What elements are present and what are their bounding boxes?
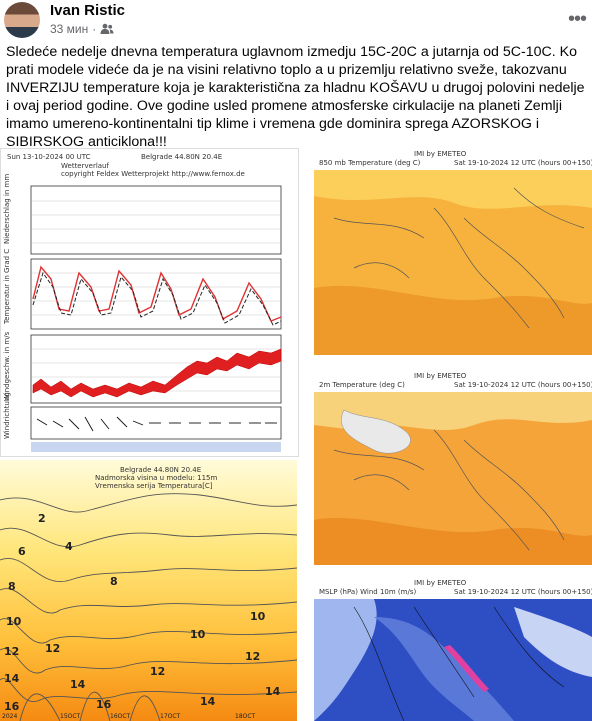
map-mslp-wind[interactable]: IMI by EMETEO MSLP (hPa) Wind 10m (m/s) …: [314, 577, 592, 721]
cross-section-field: [0, 460, 297, 721]
x-tick-label: 17OCT: [160, 713, 181, 720]
cross-section-title3: Vremenska serija Temperatura[C]: [95, 482, 213, 490]
contour-label: 12: [4, 645, 19, 658]
temp-line-red: [32, 265, 282, 322]
cross-section-title1: Belgrade 44.80N 20.4E: [120, 466, 201, 474]
contour-label: 4: [65, 540, 73, 553]
direction-axis-label: Windrichtung: [3, 392, 11, 439]
post-header: Ivan Ristic 33 мин · •••: [0, 0, 592, 40]
contour-label: 16: [96, 698, 112, 711]
author-name[interactable]: Ivan Ristic: [50, 2, 126, 19]
map1-valid: Sat 19-10-2024 12 UTC (hours 00+150): [454, 159, 592, 167]
post-meta: 33 мин ·: [50, 22, 114, 36]
temp-axis-label: Temperatur in Grad C: [3, 249, 11, 325]
x-tick-label: 16OCT: [110, 713, 131, 720]
meteogram-footer-strip: [31, 442, 281, 452]
map-850mb-temperature[interactable]: IMI by EMETEO 850 mb Temperature (deg C)…: [314, 148, 592, 355]
map2-valid: Sat 19-10-2024 12 UTC (hours 00+150): [454, 381, 592, 389]
contour-label: 14: [4, 672, 20, 685]
contour-label: 14: [265, 685, 281, 698]
meteogram-header-left: Sun 13-10-2024 00 UTC: [7, 153, 91, 161]
cross-section-title2: Nadmorska visina u modelu: 115m: [95, 474, 218, 482]
contour-label: 2: [38, 512, 46, 525]
x-tick-label: 15OCT: [60, 713, 81, 720]
meteogram-image[interactable]: Sun 13-10-2024 00 UTC Belgrade 44.80N 20…: [0, 148, 299, 457]
contour-label: 6: [18, 545, 26, 558]
contour-label: 14: [200, 695, 216, 708]
meteogram-header-right: Belgrade 44.80N 20.4E: [141, 153, 222, 161]
wind-band: [32, 348, 282, 398]
friends-icon: [100, 23, 114, 34]
cross-section-chart: Belgrade 44.80N 20.4E Nadmorska visina u…: [0, 460, 297, 721]
meteogram-subtitle2: copyright Feldex Wetterprojekt http://ww…: [61, 170, 245, 178]
contour-label: 16: [4, 700, 20, 713]
contour-label: 14: [70, 678, 86, 691]
map2-header: IMI by EMETEO: [414, 372, 467, 380]
map1-header: IMI by EMETEO: [414, 150, 467, 158]
contour-label: 12: [245, 650, 260, 663]
map3-title: MSLP (hPa) Wind 10m (m/s): [319, 588, 416, 596]
post-text: Sledeće nedelje dnevna temperatura uglav…: [6, 44, 585, 150]
contour-label: 10: [190, 628, 206, 641]
map2-title: 2m Temperature (deg C): [319, 381, 405, 389]
map-2m-temperature[interactable]: IMI by EMETEO 2m Temperature (deg C) Sat…: [314, 370, 592, 565]
cross-section-image[interactable]: Belgrade 44.80N 20.4E Nadmorska visina u…: [0, 460, 297, 721]
x-tick-label: 2024: [2, 713, 17, 720]
contour-label: 12: [45, 642, 60, 655]
map3-header: IMI by EMETEO: [414, 579, 467, 587]
map1-title: 850 mb Temperature (deg C): [319, 159, 421, 167]
map3-valid: Sat 19-10-2024 12 UTC (hours 00+150): [454, 588, 592, 596]
contour-label: 8: [110, 575, 118, 588]
temp-panel: [30, 258, 282, 330]
contour-label: 10: [250, 610, 266, 623]
contour-label: 10: [6, 615, 22, 628]
avatar[interactable]: [4, 2, 40, 38]
post-time[interactable]: 33 мин: [50, 22, 89, 36]
precip-axis-label: Niederschlag in mm: [3, 174, 11, 244]
wind-axis-label: Windgeschw. in m/s: [3, 331, 11, 401]
map3-wind-max: [444, 645, 489, 692]
meteogram-subtitle1: Wetterverlauf: [61, 162, 109, 170]
precip-panel: [30, 185, 282, 255]
meteogram-chart: Sun 13-10-2024 00 UTC Belgrade 44.80N 20…: [3, 153, 282, 452]
temp-line-dashed: [32, 271, 282, 326]
contour-label: 12: [150, 665, 165, 678]
contour-label: 8: [8, 580, 16, 593]
x-tick-label: 18OCT: [235, 713, 256, 720]
more-dots-icon[interactable]: •••: [567, 8, 587, 30]
